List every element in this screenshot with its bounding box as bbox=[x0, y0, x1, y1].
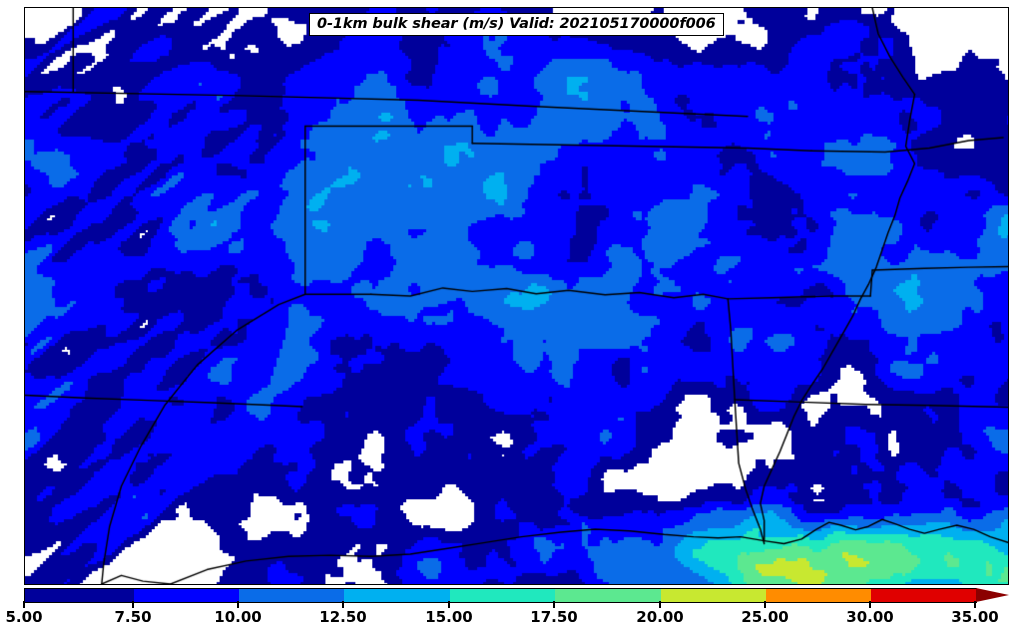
colorbar-label-1: 7.50 bbox=[114, 608, 152, 626]
map-title-box: 0-1km bulk shear (m/s) Valid: 2021051700… bbox=[309, 13, 724, 36]
colorbar-tick-6 bbox=[659, 601, 661, 608]
colorbar-tick-2 bbox=[237, 601, 239, 608]
colorbar-segment-6 bbox=[660, 589, 766, 602]
colorbar-tick-4 bbox=[448, 601, 450, 608]
colorbar-tick-7 bbox=[764, 601, 766, 608]
colorbar-segment-2 bbox=[238, 589, 344, 602]
colorbar-tick-9 bbox=[974, 601, 976, 608]
colorbar-segment-5 bbox=[554, 589, 661, 602]
colorbar-label-7: 25.00 bbox=[741, 608, 789, 626]
colorbar-label-8: 30.00 bbox=[846, 608, 894, 626]
colorbar-tick-1 bbox=[132, 601, 134, 608]
colorbar-segment-4 bbox=[449, 589, 555, 602]
colorbar-segment-0 bbox=[25, 589, 134, 602]
colorbar-segment-1 bbox=[134, 589, 239, 602]
colorbar-label-2: 10.00 bbox=[214, 608, 262, 626]
colorbar-tick-3 bbox=[342, 601, 344, 608]
colorbar-tick-0 bbox=[23, 601, 25, 608]
colorbar-ticks bbox=[0, 601, 1033, 609]
colorbar-label-4: 15.00 bbox=[425, 608, 473, 626]
colorbar-tick-5 bbox=[553, 601, 555, 608]
colorbar-segment-3 bbox=[343, 589, 450, 602]
colorbar-label-5: 17.50 bbox=[530, 608, 578, 626]
colorbar-tick-8 bbox=[869, 601, 871, 608]
map-title-text: 0-1km bulk shear (m/s) Valid: 2021051700… bbox=[317, 16, 716, 32]
colorbar-label-6: 20.00 bbox=[636, 608, 684, 626]
colorbar-label-0: 5.00 bbox=[5, 608, 43, 626]
colorbar-label-3: 12.50 bbox=[319, 608, 367, 626]
shear-contour-map[interactable] bbox=[25, 8, 1008, 584]
colorbar-tick-labels: 5.00 7.50 10.00 12.50 15.00 17.50 20.00 25.00 30… bbox=[0, 608, 1033, 632]
colorbar-label-9: 35.00 bbox=[951, 608, 999, 626]
colorbar-segment-7 bbox=[765, 589, 871, 602]
colorbar-over-arrow bbox=[976, 588, 1009, 602]
colorbar-legend: 5.00 7.50 10.00 12.50 15.00 17.50 20.00 25.00 30… bbox=[0, 586, 1033, 633]
map-panel[interactable] bbox=[24, 7, 1009, 585]
colorbar-gradient[interactable] bbox=[24, 588, 977, 603]
colorbar-segment-8 bbox=[870, 589, 976, 602]
